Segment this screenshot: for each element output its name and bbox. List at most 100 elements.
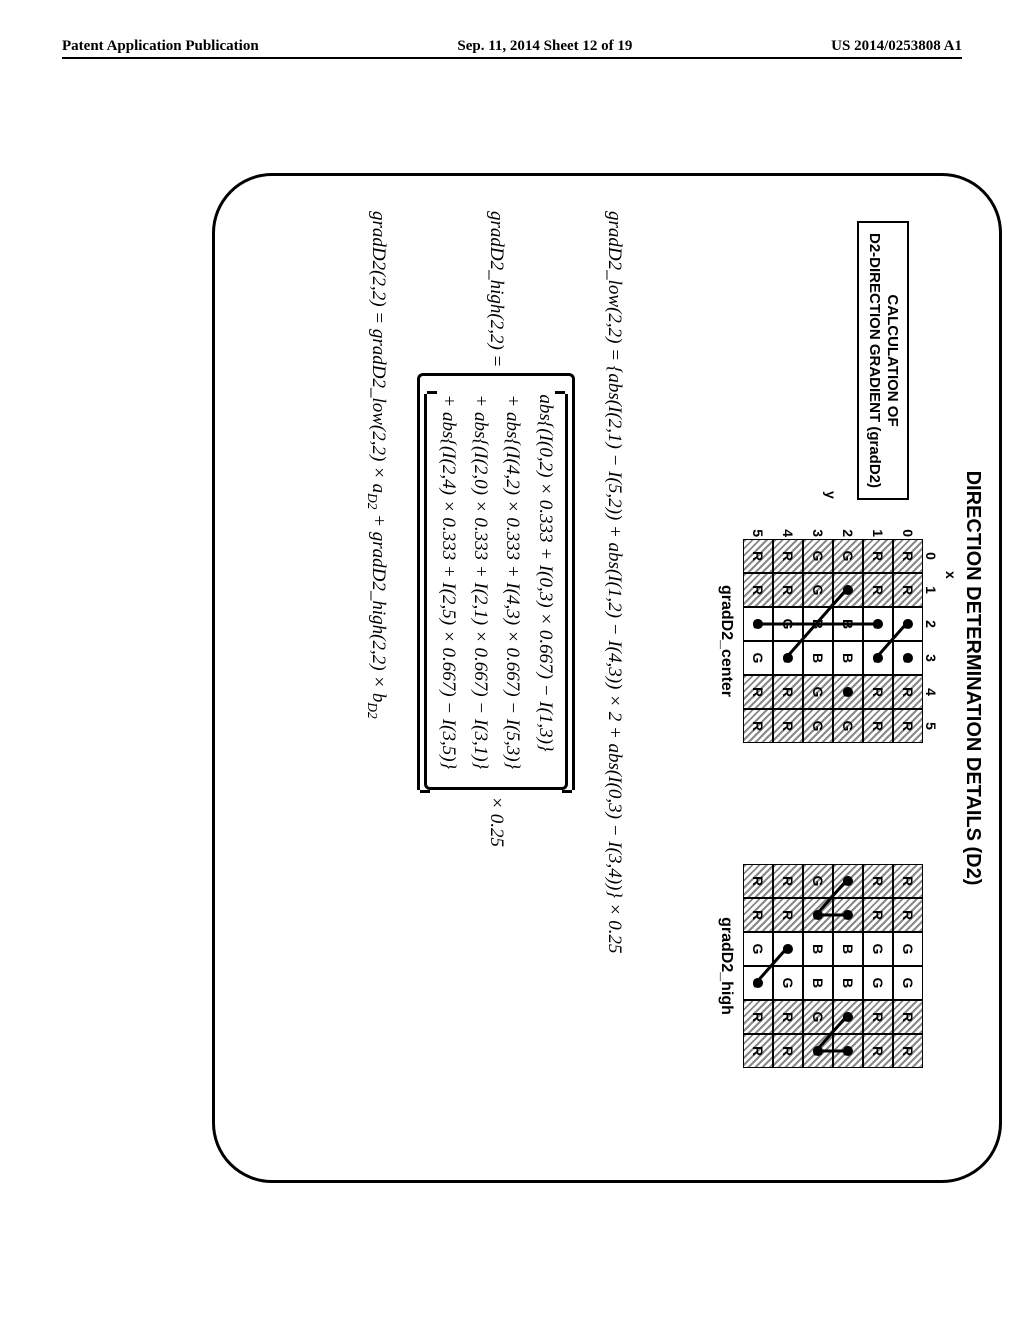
formula-high-line: abs{(I(0,2) × 0.333 + I(0,3) × 0.667) − … [528, 394, 560, 769]
header-right: US 2014/0253808 A1 [831, 38, 962, 55]
grid-cell: G [773, 607, 803, 641]
header-center: Sep. 11, 2014 Sheet 12 of 19 [457, 38, 632, 55]
grid-cell: G [803, 709, 833, 743]
details-panel: DIRECTION DETERMINATION DETAILS (D2) CAL… [212, 173, 1002, 1183]
grid-cell: R [743, 898, 773, 932]
grid-cell: R [893, 539, 923, 573]
header-left: Patent Application Publication [62, 38, 259, 55]
grid-cell: G [803, 1000, 833, 1034]
formula-low: gradD2_low(2,2) = {abs(I(2,1) − I(5,2)) … [599, 211, 629, 1145]
grid-cell: B [833, 932, 863, 966]
grid-high-label: gradD2_high [717, 864, 735, 1068]
calc-line-1: CALCULATION OF [883, 233, 901, 488]
grid-cell: B [833, 641, 863, 675]
axis-x-label: x [943, 571, 959, 579]
grid-cell: R [743, 709, 773, 743]
bracket-left: abs{(I(0,2) × 0.333 + I(0,3) × 0.667) − … [417, 373, 574, 790]
grid-cell: R [893, 864, 923, 898]
bracket-right: abs{(I(0,2) × 0.333 + I(0,3) × 0.667) − … [424, 394, 567, 790]
grid-cell: R [863, 573, 893, 607]
grid-cell: G [863, 966, 893, 1000]
grid-cell: G [863, 641, 893, 675]
formula-high: gradD2_high(2,2) = abs{(I(0,2) × 0.333 +… [417, 211, 574, 1145]
grid-cell: G [833, 539, 863, 573]
grid-cell: R [773, 1034, 803, 1068]
grid-cell: G [743, 932, 773, 966]
grid-cell: B [803, 607, 833, 641]
grid-cell: G [863, 932, 893, 966]
grid-cell: G [803, 539, 833, 573]
grid-cell: R [743, 675, 773, 709]
formula-high-line: + abs{(I(2,4) × 0.333 + I(2,5) × 0.667) … [431, 394, 463, 769]
grid-cell: G [773, 641, 803, 675]
formula-high-line: + abs{(I(2,0) × 0.333 + I(2,1) × 0.667) … [464, 394, 496, 769]
grid-cell: G [893, 966, 923, 1000]
grid-cell: B [803, 932, 833, 966]
grid-cell: R [773, 539, 803, 573]
grid-cell: G [893, 607, 923, 641]
grid-cell: R [773, 675, 803, 709]
grid-cell: B [803, 641, 833, 675]
calculation-box: CALCULATION OF D2-DIRECTION GRADIENT (gr… [857, 221, 909, 500]
grid-cell: R [773, 864, 803, 898]
grid-cell: G [803, 675, 833, 709]
formula-high-line: + abs{(I(4,2) × 0.333 + I(4,3) × 0.667) … [496, 394, 528, 769]
grid-cell: R [863, 709, 893, 743]
grid-cell: R [773, 1000, 803, 1034]
formula-high-lhs: gradD2_high(2,2) = [481, 211, 511, 367]
grid-cell: R [773, 709, 803, 743]
grid-cell: G [833, 675, 863, 709]
grid-cell: G [773, 966, 803, 1000]
grid-cell: G [743, 607, 773, 641]
grid-cell: G [803, 573, 833, 607]
grid-cell: G [833, 864, 863, 898]
grid-cell: R [863, 898, 893, 932]
grid-cell: R [743, 1034, 773, 1068]
grid-cell: R [773, 573, 803, 607]
page-header: Patent Application Publication Sep. 11, … [62, 38, 962, 59]
grid-cell: R [863, 1034, 893, 1068]
grid-cell: R [863, 1000, 893, 1034]
grid-center-label: gradD2_center [717, 539, 735, 743]
grid-cell: G [833, 709, 863, 743]
grid-cell: R [743, 573, 773, 607]
grid-cell: G [743, 966, 773, 1000]
grid-cell: R [893, 898, 923, 932]
grid-cell: G [833, 573, 863, 607]
grid-cells: RRGGRRRRGGRRGGBBGGGGBBGGRRGGRRRRGGRR [743, 846, 923, 1068]
grid-cell: R [893, 573, 923, 607]
col-labels: 012345 [923, 539, 939, 743]
grid-cells: 0RRGGRR1RRGGRR2GGBBGG3GGBBGG4RRGGRR5RRGG… [743, 521, 923, 743]
formula-high-lines: abs{(I(0,2) × 0.333 + I(0,3) × 0.667) − … [431, 394, 560, 769]
grid-cell: R [893, 675, 923, 709]
grid-cell: R [893, 709, 923, 743]
grid-cell: R [893, 1000, 923, 1034]
grid-cell: G [833, 1034, 863, 1068]
grid-cell: R [743, 1000, 773, 1034]
axis-y-label: y [823, 491, 839, 499]
figure-rotated-container: FIG. 12 DIRECTION DETERMINATION DETAILS … [0, 253, 1024, 1107]
grid-cell: R [863, 675, 893, 709]
grid-cell: G [803, 864, 833, 898]
grid-center: x y 012345 0RRGGRR1RRGGRR2GGBBGG3GGBBGG4… [717, 521, 939, 743]
grid-cell: G [863, 607, 893, 641]
grid-cell: R [743, 539, 773, 573]
grid-cell: G [803, 898, 833, 932]
grid-cell: R [893, 1034, 923, 1068]
panel-title: DIRECTION DETERMINATION DETAILS (D2) [961, 471, 984, 886]
grid-cell: R [743, 864, 773, 898]
formula-final: gradD2(2,2) = gradD2_low(2,2) × aD2 + gr… [362, 211, 393, 1145]
grid-cell: G [893, 932, 923, 966]
grid-cell: G [893, 641, 923, 675]
grid-cell: G [743, 641, 773, 675]
grid-cell: R [863, 539, 893, 573]
formula-high-rhs: × 0.25 [481, 796, 511, 847]
grid-cell: R [773, 898, 803, 932]
grid-cell: B [833, 966, 863, 1000]
calc-line-2: D2-DIRECTION GRADIENT (gradD2) [865, 233, 883, 488]
grid-cell: G [803, 1034, 833, 1068]
grid-cell: B [803, 966, 833, 1000]
grid-cell: G [833, 1000, 863, 1034]
grid-cell: R [863, 864, 893, 898]
grid-high: 012345 RRGGRRRRGGRRGGBBGGGGBBGGRRGGRRRRG… [717, 846, 939, 1068]
